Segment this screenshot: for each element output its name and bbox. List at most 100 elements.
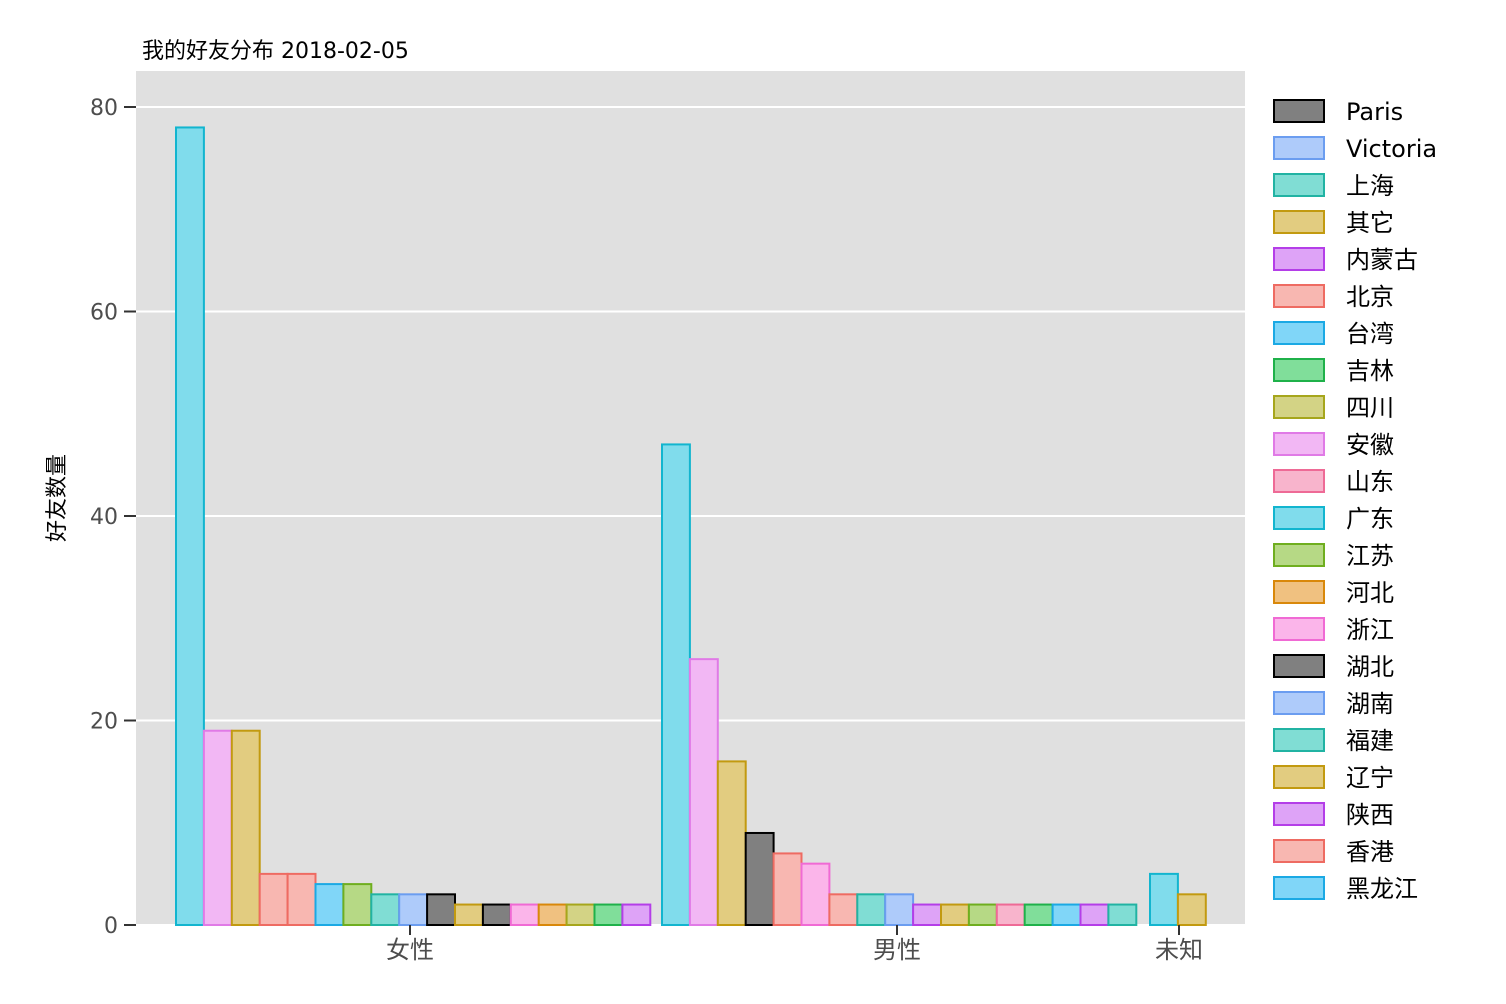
legend-label: 湖南 bbox=[1346, 690, 1394, 718]
x-category-label: 女性 bbox=[386, 936, 434, 964]
legend-label: 北京 bbox=[1346, 283, 1394, 311]
legend-swatch bbox=[1273, 469, 1325, 493]
bar bbox=[1079, 903, 1110, 926]
legend-item: 内蒙古 bbox=[1273, 246, 1418, 274]
bar bbox=[828, 893, 859, 927]
bar bbox=[286, 872, 317, 926]
legend-swatch bbox=[1273, 654, 1325, 678]
legend-label: 广东 bbox=[1346, 505, 1394, 533]
legend-item: 河北 bbox=[1273, 579, 1394, 607]
legend-label: 上海 bbox=[1346, 172, 1394, 200]
bar bbox=[593, 903, 624, 926]
bar bbox=[370, 893, 401, 927]
legend-label: 黑龙江 bbox=[1346, 875, 1418, 903]
y-tick-label: 60 bbox=[90, 301, 118, 326]
legend-item: 四川 bbox=[1273, 394, 1394, 422]
legend-swatch bbox=[1273, 432, 1325, 456]
y-tick-label: 40 bbox=[90, 505, 118, 530]
legend-swatch bbox=[1273, 506, 1325, 530]
bar bbox=[688, 658, 719, 927]
bar bbox=[175, 126, 205, 926]
chart-title: 我的好友分布 2018-02-05 bbox=[142, 39, 409, 64]
bar bbox=[800, 862, 831, 927]
legend-label: 其它 bbox=[1346, 209, 1394, 237]
bar bbox=[202, 729, 233, 926]
bar bbox=[1023, 903, 1054, 926]
legend-item: 广东 bbox=[1273, 505, 1394, 533]
legend-label: 安徽 bbox=[1346, 431, 1394, 459]
bar bbox=[995, 903, 1026, 926]
legend-swatch bbox=[1273, 247, 1325, 271]
bar bbox=[398, 893, 429, 927]
x-category-label: 未知 bbox=[1155, 936, 1203, 964]
bar bbox=[565, 903, 596, 926]
legend-swatch bbox=[1273, 580, 1325, 604]
legend-label: 福建 bbox=[1346, 727, 1394, 755]
bar bbox=[1176, 893, 1207, 927]
legend-item: 安徽 bbox=[1273, 431, 1394, 459]
legend-label: 山东 bbox=[1346, 468, 1394, 496]
legend-item: 浙江 bbox=[1273, 616, 1394, 644]
x-category-label: 男性 bbox=[873, 936, 921, 964]
bars bbox=[175, 126, 1207, 927]
bar bbox=[661, 443, 691, 926]
legend-swatch bbox=[1273, 99, 1325, 123]
y-axis-label: 好友数量 bbox=[45, 454, 70, 542]
legend-item: 黑龙江 bbox=[1273, 875, 1418, 903]
bar bbox=[856, 893, 887, 927]
legend-swatch bbox=[1273, 284, 1325, 308]
y-tick-label: 20 bbox=[90, 710, 118, 735]
bar bbox=[509, 903, 540, 926]
legend-label: Paris bbox=[1346, 98, 1403, 126]
legend-label: 浙江 bbox=[1346, 616, 1394, 644]
legend-item: Victoria bbox=[1273, 135, 1437, 163]
y-tick-label: 0 bbox=[104, 914, 118, 939]
bar bbox=[884, 893, 915, 927]
legend-swatch bbox=[1273, 802, 1325, 826]
bar bbox=[1149, 872, 1179, 926]
legend-label: 香港 bbox=[1346, 838, 1394, 866]
bar bbox=[342, 883, 373, 926]
legend-swatch bbox=[1273, 617, 1325, 641]
bar bbox=[314, 883, 345, 926]
legend-label: 内蒙古 bbox=[1346, 246, 1418, 274]
legend-item: 吉林 bbox=[1273, 357, 1394, 385]
legend-label: 江苏 bbox=[1346, 542, 1394, 570]
legend: Paris Victoria 上海其它内蒙古北京台湾吉林四川安徽山东广东江苏河北浙江… bbox=[1273, 98, 1437, 903]
bar bbox=[772, 852, 803, 926]
bar-group bbox=[1149, 872, 1207, 927]
legend-item: 北京 bbox=[1273, 283, 1394, 311]
bar bbox=[716, 760, 747, 927]
bar bbox=[230, 729, 261, 926]
y-tick-label: 80 bbox=[90, 96, 118, 121]
legend-swatch bbox=[1273, 765, 1325, 789]
legend-item: 陕西 bbox=[1273, 801, 1394, 829]
legend-swatch bbox=[1273, 136, 1325, 160]
legend-swatch bbox=[1273, 728, 1325, 752]
legend-swatch bbox=[1273, 395, 1325, 419]
legend-swatch bbox=[1273, 173, 1325, 197]
legend-label: Victoria bbox=[1346, 135, 1437, 163]
legend-swatch bbox=[1273, 358, 1325, 382]
legend-item: 其它 bbox=[1273, 209, 1394, 237]
bar bbox=[454, 903, 484, 926]
bar bbox=[258, 872, 289, 926]
legend-item: Paris bbox=[1273, 98, 1403, 126]
bar bbox=[537, 903, 568, 926]
legend-swatch bbox=[1273, 543, 1325, 567]
bar bbox=[967, 903, 998, 926]
legend-swatch bbox=[1273, 876, 1325, 900]
legend-label: 台湾 bbox=[1346, 320, 1394, 348]
legend-label: 四川 bbox=[1346, 394, 1394, 422]
legend-item: 台湾 bbox=[1273, 320, 1394, 348]
bar bbox=[744, 831, 775, 926]
legend-item: 湖北 bbox=[1273, 653, 1394, 681]
bar bbox=[1051, 903, 1082, 926]
legend-label: 陕西 bbox=[1346, 801, 1394, 829]
legend-item: 香港 bbox=[1273, 838, 1394, 866]
legend-swatch bbox=[1273, 691, 1325, 715]
bar bbox=[621, 903, 652, 926]
legend-swatch bbox=[1273, 839, 1325, 863]
